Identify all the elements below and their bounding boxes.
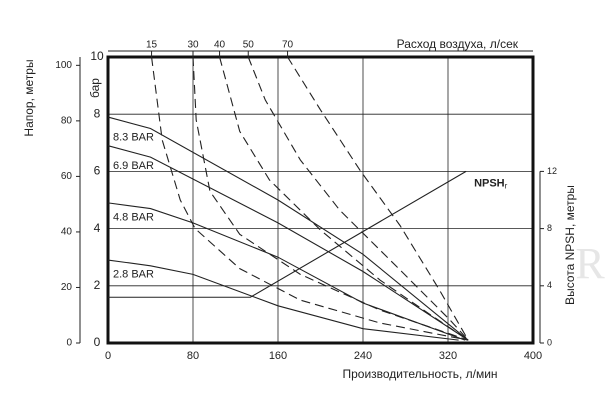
series-label: 6.9 BAR: [113, 160, 154, 172]
y-outer-tick-label: 20: [61, 282, 73, 293]
x-tick-label: 400: [524, 350, 542, 362]
y-tick-label: 8: [94, 106, 101, 120]
x-tick-label: 80: [187, 350, 199, 362]
series-line: [107, 202, 466, 341]
y-tick-label: 2: [94, 278, 101, 292]
y-outer-tick-label: 100: [55, 60, 72, 71]
y2-tick-label: 8: [547, 223, 552, 233]
y-tick-label: 6: [94, 164, 101, 178]
top-tick-label: 50: [243, 40, 255, 51]
x-tick-label: 240: [354, 350, 372, 362]
y-outer-tick-label: 40: [61, 227, 73, 238]
y-tick-label: 10: [90, 49, 104, 63]
y-tick-label: 0: [94, 335, 101, 349]
y2-tick-label: 4: [547, 280, 552, 290]
series-line: [219, 56, 469, 341]
series-line: [192, 56, 469, 341]
series-line: [247, 56, 469, 341]
series-line: [107, 145, 469, 341]
series-label-name: NPSH: [474, 177, 505, 189]
top-tick-label: 40: [214, 40, 226, 51]
y2-axis-label: Высота NPSH, метры: [563, 185, 577, 305]
x-tick-label: 160: [269, 350, 287, 362]
top-axis-label: Расход воздуха, л/сек: [397, 37, 519, 51]
y-tick-label: 4: [94, 221, 101, 235]
y-outer-axis-label: Напор, метры: [22, 59, 36, 136]
plot-frame: [106, 55, 535, 345]
series-label: 8.3 BAR: [113, 131, 154, 143]
series-label: 4.8 BAR: [113, 211, 154, 223]
x-tick-label: 320: [439, 350, 457, 362]
y-outer-tick-label: 60: [61, 171, 73, 182]
y2-tick-label: 12: [547, 166, 557, 176]
series-line: [107, 259, 459, 341]
top-tick-label: 70: [282, 40, 294, 51]
series-line: [108, 170, 467, 298]
y-axis-label: бар: [88, 78, 102, 98]
watermark: R: [575, 239, 605, 288]
series-line: [287, 56, 469, 341]
series-label-subscript: r: [505, 182, 508, 191]
top-tick-label: 15: [146, 40, 158, 51]
x-tick-label: 0: [105, 350, 111, 362]
series-label: 2.8 BAR: [113, 269, 154, 281]
series-line: [107, 116, 469, 341]
y2-tick-label: 0: [547, 337, 552, 347]
y-outer-tick-label: 80: [61, 116, 73, 127]
top-tick-label: 30: [187, 40, 199, 51]
x-axis-label: Производительность, л/мин: [342, 367, 497, 381]
y-outer-tick-label: 0: [66, 338, 72, 349]
series-label: NPSHr: [474, 177, 508, 190]
